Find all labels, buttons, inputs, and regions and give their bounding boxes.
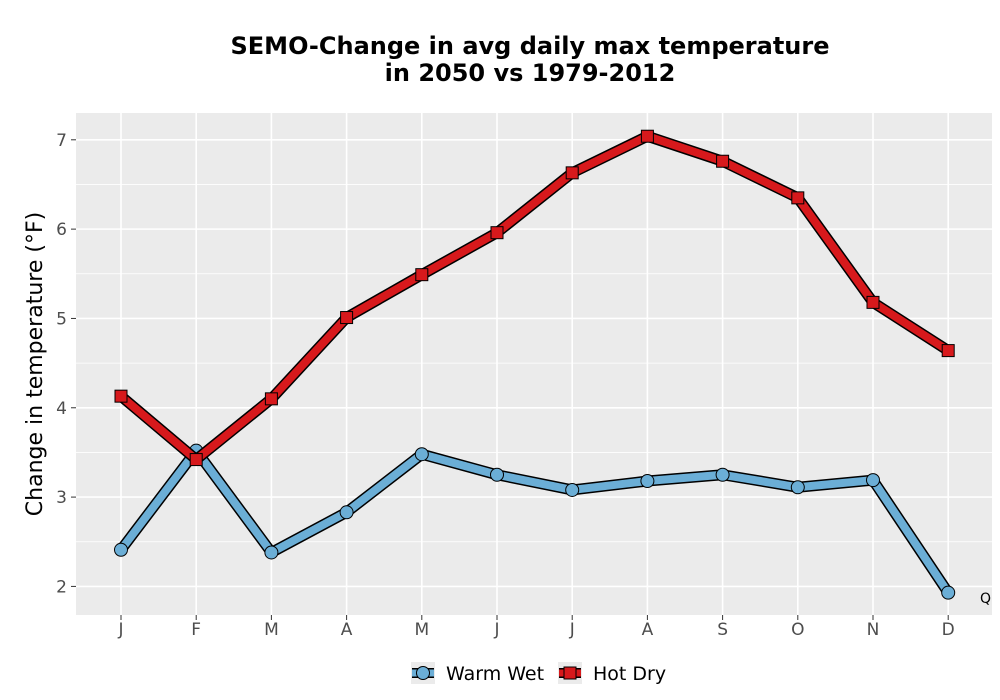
x-tick-label: N [867,620,880,640]
data-point [941,585,956,600]
legend-label: Hot Dry [593,663,666,685]
data-point [340,311,354,325]
x-tick-label: S [717,620,728,640]
y-tick-label: 3 [56,488,67,508]
data-point [640,474,655,489]
y-axis-title: Change in temperature (°F) [23,212,48,516]
y-tick-label: 7 [56,131,67,151]
data-point [415,268,429,282]
data-point [716,154,730,168]
legend-item-warm-wet: Warm Wet [411,662,544,685]
data-point [339,505,354,520]
data-point [941,344,955,358]
corner-annotation: Q [980,591,991,607]
data-point [640,129,654,143]
chart-title-line-1: SEMO-Change in avg daily max temperature [231,32,830,60]
data-point [264,545,279,560]
y-axis: 2 3 4 5 6 7 [56,131,76,597]
data-point [791,191,805,205]
x-tick-label: M [264,620,279,640]
series-line [117,132,953,464]
y-tick-label: 6 [56,220,67,240]
y-tick-label: 2 [56,577,67,597]
data-point [264,392,278,406]
data-point [114,389,128,403]
legend-key-marker [416,666,430,680]
x-tick-label: J [493,620,499,640]
data-point [866,295,880,309]
data-point [114,542,128,557]
data-point [414,447,429,462]
x-tick-label: D [942,620,955,640]
data-point [866,473,880,488]
legend-item-hot-dry: Hot Dry [558,662,666,685]
x-tick-label: A [642,620,654,640]
series-line [117,446,953,597]
legend: Warm Wet Hot Dry [411,662,666,685]
plot-panel [76,113,992,615]
data-point [790,480,805,495]
data-point [565,482,580,497]
y-tick-label: 5 [56,309,67,329]
y-tick-label: 4 [56,399,67,419]
x-tick-label: J [117,620,123,640]
data-point [715,467,730,482]
data-point [490,226,504,240]
x-tick-label: J [569,620,575,640]
x-tick-label: O [791,620,804,640]
data-point [189,453,203,467]
major-gridlines [76,113,992,615]
data-point [565,166,579,180]
legend-label: Warm Wet [446,663,544,685]
data-point [490,467,504,482]
chart-title-line-2: in 2050 vs 1979-2012 [385,59,676,87]
x-tick-label: A [341,620,353,640]
series-layer [114,129,956,600]
series-warm-wet [114,443,956,600]
legend-key-marker [563,666,577,680]
series-hot-dry [114,129,955,467]
x-tick-label: F [191,620,201,640]
minor-gridlines [76,184,992,543]
x-tick-label: M [414,620,429,640]
